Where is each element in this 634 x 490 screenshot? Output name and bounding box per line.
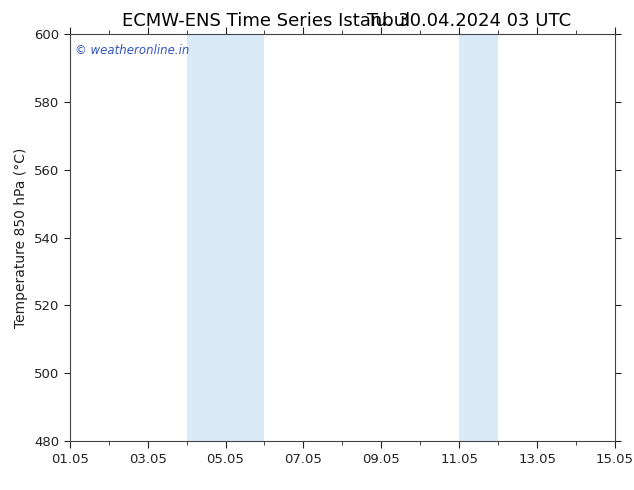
Bar — [459, 34, 498, 441]
Y-axis label: Temperature 850 hPa (°C): Temperature 850 hPa (°C) — [15, 147, 29, 328]
Bar — [186, 34, 264, 441]
Text: Tu. 30.04.2024 03 UTC: Tu. 30.04.2024 03 UTC — [367, 12, 571, 30]
Text: ECMW-ENS Time Series Istanbul: ECMW-ENS Time Series Istanbul — [122, 12, 410, 30]
Text: © weatheronline.in: © weatheronline.in — [75, 45, 190, 57]
